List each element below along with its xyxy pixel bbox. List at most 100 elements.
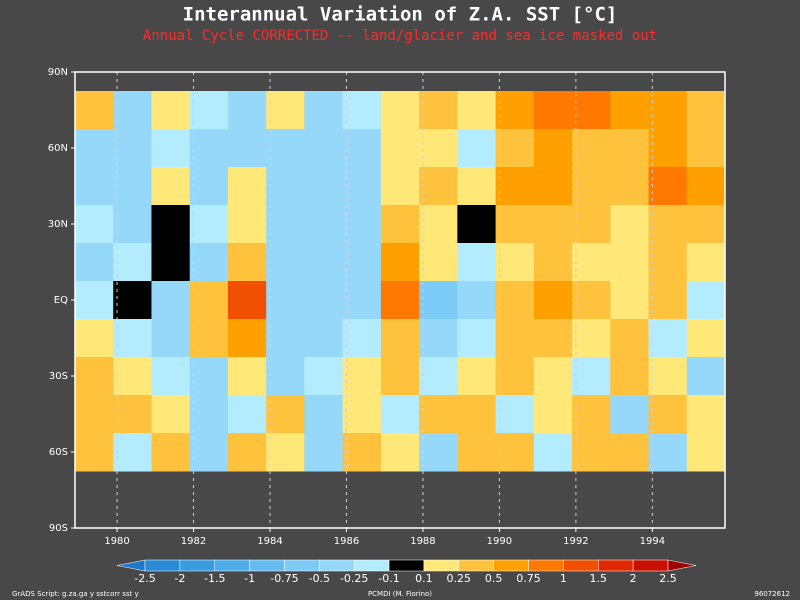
heat-cell (419, 395, 458, 434)
heat-cell (457, 205, 497, 244)
x-tick-label: 1984 (257, 536, 282, 547)
heat-cell (572, 395, 611, 434)
heat-cell (686, 205, 726, 244)
colorbar-label: 0.75 (516, 572, 541, 585)
colorbar-label: 2 (630, 572, 637, 585)
heat-cell (457, 243, 497, 282)
colorbar-swatch (563, 559, 599, 572)
heat-cell (189, 319, 229, 358)
heat-cell (304, 91, 344, 130)
heat-cell (151, 319, 191, 358)
x-tick-label: 1986 (334, 536, 359, 547)
heat-cell (610, 395, 650, 434)
heat-cell (533, 243, 573, 282)
colorbar-label: -0.75 (270, 572, 298, 585)
heat-cell (686, 91, 726, 130)
heat-cell (266, 243, 305, 282)
heat-cell (304, 395, 344, 434)
heat-cell (227, 243, 267, 282)
heat-cell (189, 243, 229, 282)
heat-cell (380, 243, 420, 282)
colorbar-arrow (667, 559, 697, 572)
heat-cell (610, 167, 650, 206)
heat-cell (495, 129, 535, 168)
heat-cell (151, 167, 191, 206)
heat-cell (342, 281, 382, 320)
colorbar-label: -0.5 (309, 572, 330, 585)
colorbar-swatch (284, 559, 320, 572)
colorbar-label: 0.25 (447, 572, 472, 585)
heat-cell (113, 205, 152, 244)
heat-cell (227, 395, 267, 434)
heat-cell (648, 205, 688, 244)
heat-cell (419, 129, 458, 168)
heat-cell (227, 433, 267, 472)
heat-cell (266, 167, 305, 206)
y-tick-label: 90S (49, 523, 68, 534)
heat-cell (151, 357, 191, 396)
heat-cell (227, 319, 267, 358)
heat-cell (495, 357, 535, 396)
heat-cell (686, 433, 726, 472)
heat-cell (572, 281, 611, 320)
chart-subtitle: Annual Cycle CORRECTED -- land/glacier a… (143, 28, 657, 44)
heat-cell (380, 91, 420, 130)
heat-cell (533, 129, 573, 168)
heat-cell (342, 357, 382, 396)
heat-cell (533, 395, 573, 434)
heat-cell (189, 357, 229, 396)
colorbar-label: -1 (244, 572, 255, 585)
heat-cell (227, 281, 267, 320)
heat-cell (75, 433, 114, 472)
heat-cell (342, 319, 382, 358)
footer-left: GrADS Script: g.za.ga y sstcorr sst y (12, 590, 139, 598)
heat-cell (457, 357, 497, 396)
heat-cell (75, 395, 114, 434)
y-tick-label: 90N (48, 67, 68, 78)
heat-cell (227, 357, 267, 396)
heat-cell (189, 433, 229, 472)
heat-cell (572, 319, 611, 358)
heat-cell (227, 205, 267, 244)
heat-cell (266, 433, 305, 472)
heat-cell (495, 281, 535, 320)
heat-cell (151, 395, 191, 434)
heat-cell (419, 205, 458, 244)
x-tick-label: 1988 (410, 536, 435, 547)
colorbar-swatch (598, 559, 634, 572)
heat-cell (113, 281, 152, 320)
heat-cell (457, 167, 497, 206)
colorbar-label: -1.5 (204, 572, 225, 585)
heat-cell (495, 433, 535, 472)
heat-cell (495, 167, 535, 206)
heat-cell (457, 129, 497, 168)
heat-cell (304, 243, 344, 282)
heat-cell (380, 433, 420, 472)
heat-cell (151, 281, 191, 320)
heat-cell (189, 281, 229, 320)
heat-cell (686, 129, 726, 168)
heat-cell (75, 281, 114, 320)
heat-cell (342, 433, 382, 472)
heat-cell (380, 357, 420, 396)
heat-cell (495, 395, 535, 434)
heat-cell (572, 433, 611, 472)
heat-cell (457, 433, 497, 472)
heat-cell (533, 319, 573, 358)
colorbar-label: 1 (560, 572, 567, 585)
heat-cell (113, 433, 152, 472)
heat-cell (572, 129, 611, 168)
heat-cell (380, 319, 420, 358)
heat-cell (189, 129, 229, 168)
heat-cell (75, 129, 114, 168)
y-tick-label: 30N (48, 219, 68, 230)
heat-cell (151, 91, 191, 130)
heat-cell (419, 357, 458, 396)
heat-cell (648, 167, 688, 206)
heat-cell (266, 91, 305, 130)
heat-cell (610, 319, 650, 358)
heat-cell (227, 167, 267, 206)
colorbar-label: -0.25 (340, 572, 368, 585)
heat-cell (151, 205, 191, 244)
